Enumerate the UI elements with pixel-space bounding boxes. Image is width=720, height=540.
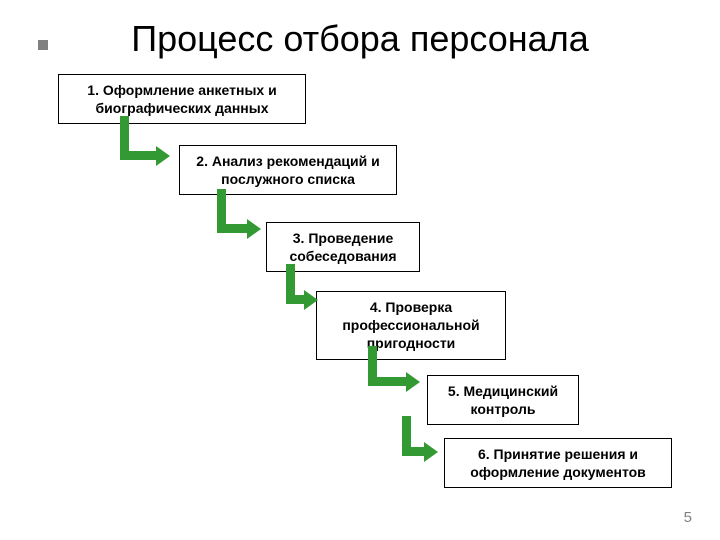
step-label: 1. Оформление анкетных и биографических … <box>87 82 276 116</box>
arrow-head-icon <box>247 219 261 239</box>
step-label: 5. Медицинский контроль <box>448 383 558 417</box>
connector-horizontal <box>286 295 304 304</box>
step-box-1: 1. Оформление анкетных и биографических … <box>58 74 306 124</box>
step-box-5: 5. Медицинский контроль <box>427 375 579 425</box>
arrow-head-icon <box>424 442 438 462</box>
arrow-head-icon <box>304 290 318 310</box>
step-label: 4. Проверка профессиональной пригодности <box>342 299 479 351</box>
step-box-6: 6. Принятие решения и оформление докумен… <box>444 438 672 488</box>
step-box-4: 4. Проверка профессиональной пригодности <box>316 291 506 360</box>
arrow-head-icon <box>406 372 420 392</box>
arrow-head-icon <box>156 146 170 166</box>
page-title: Процесс отбора персонала <box>0 18 720 60</box>
connector-horizontal <box>120 151 156 160</box>
step-label: 2. Анализ рекомендаций и послужного спис… <box>196 153 379 187</box>
connector-horizontal <box>368 377 406 386</box>
step-box-2: 2. Анализ рекомендаций и послужного спис… <box>179 145 397 195</box>
step-label: 6. Принятие решения и оформление докумен… <box>470 446 646 480</box>
page-number: 5 <box>684 509 692 526</box>
step-label: 3. Проведение собеседования <box>289 230 396 264</box>
connector-horizontal <box>217 224 247 233</box>
connector-horizontal <box>402 447 424 456</box>
